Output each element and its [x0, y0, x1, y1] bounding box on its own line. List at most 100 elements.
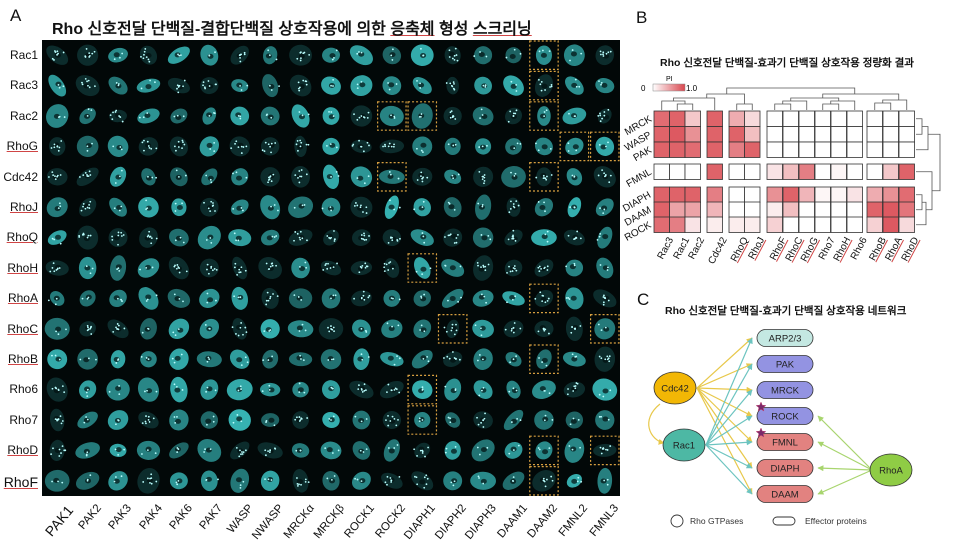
condensate-dot: [52, 262, 55, 265]
cell-nucleus: [174, 296, 181, 302]
screen-row-label: RhoC: [7, 321, 38, 336]
condensate-dot: [268, 451, 271, 454]
condensate-dot: [54, 175, 56, 178]
condensate-dot: [265, 454, 267, 457]
condensate-dot: [57, 116, 60, 119]
heatmap-cell: [744, 110, 761, 127]
cell-image: [472, 319, 494, 338]
cell-image: [200, 197, 219, 217]
condensate-dot: [176, 451, 179, 453]
heatmap-cell: [882, 186, 899, 203]
condensate-dot: [261, 149, 264, 152]
condensate-dot: [85, 391, 88, 394]
cell-image: [597, 108, 612, 124]
condensate-dot: [573, 262, 576, 265]
condensate-dot: [598, 80, 600, 82]
condensate-dot: [120, 205, 123, 208]
heatmap-cell: [782, 126, 799, 143]
condensate-dot: [603, 172, 606, 175]
condensate-dot: [391, 239, 394, 242]
condensate-dot: [57, 52, 59, 55]
cell-nucleus: [326, 447, 333, 453]
cell-nucleus: [541, 357, 548, 363]
heatmap-cell: [882, 126, 899, 143]
condensate-dot: [263, 330, 266, 332]
condensate-dot: [146, 140, 149, 143]
condensate-dot: [91, 142, 93, 145]
cell-image: [230, 45, 249, 65]
condensate-dot: [358, 116, 361, 119]
condensate-dot: [548, 50, 551, 53]
condensate-dot: [421, 232, 424, 234]
condensate-dot: [217, 478, 219, 481]
condensate-dot: [519, 143, 522, 145]
cell-image: [534, 320, 554, 337]
cell-image: [504, 259, 523, 277]
condensate-dot: [145, 415, 147, 417]
cell-image: [410, 44, 434, 66]
condensate-dot: [390, 297, 393, 300]
condensate-dot: [483, 179, 486, 182]
cell-image: [444, 441, 461, 460]
condensate-dot: [449, 116, 452, 119]
condensate-dot: [541, 361, 544, 363]
condensate-dot: [55, 297, 58, 300]
condensate-dot: [478, 354, 481, 356]
effector-label: PAK: [776, 360, 795, 371]
condensate-dot: [237, 389, 240, 392]
condensate-dot: [267, 181, 269, 184]
condensate-dot: [155, 294, 158, 297]
condensate-dot: [474, 324, 477, 327]
cell-image: [597, 467, 613, 494]
screen-column-label: DAAM1: [494, 502, 530, 541]
cell-image: [294, 135, 310, 157]
condensate-dot: [362, 116, 365, 118]
condensate-dot: [603, 479, 606, 482]
condensate-dot: [602, 448, 605, 450]
condensate-dot: [326, 235, 329, 237]
condensate-dot: [118, 175, 121, 178]
condensate-dot: [395, 424, 398, 427]
condensate-dot: [444, 385, 447, 388]
condensate-dot: [117, 267, 120, 270]
condensate-dot: [330, 419, 332, 421]
cell-image: [77, 348, 98, 370]
cell-image: [199, 318, 220, 339]
condensate-dot: [480, 234, 483, 236]
cell-image: [321, 76, 341, 95]
condensate-dot: [419, 329, 422, 331]
heatmap-cell: [814, 201, 831, 218]
condensate-dot: [512, 203, 515, 205]
condensate-dot: [541, 300, 544, 302]
condensate-dot: [599, 264, 602, 266]
condensate-dot: [447, 201, 450, 204]
condensate-dot: [330, 325, 332, 327]
cell-image: [322, 471, 340, 491]
cell-image: [108, 47, 128, 63]
condensate-dot: [237, 334, 240, 337]
condensate-dot: [54, 178, 57, 181]
cell-image: [472, 227, 494, 248]
condensate-dot: [607, 299, 610, 302]
condensate-dot: [205, 174, 208, 177]
condensate-dot: [600, 53, 602, 56]
effector-label: FMNL: [772, 438, 798, 449]
condensate-dot: [331, 58, 334, 61]
condensate-dot: [513, 48, 516, 51]
condensate-dot: [360, 327, 363, 330]
heatmap-cell: [866, 186, 883, 203]
cell-image: [196, 351, 222, 368]
gtpase-label: RhoA: [879, 466, 903, 477]
condensate-dot: [358, 271, 361, 274]
condensate-dot: [604, 326, 607, 329]
condensate-dot: [362, 150, 365, 153]
condensate-dot: [546, 299, 549, 302]
cell-image: [139, 318, 157, 340]
condensate-dot: [459, 265, 462, 268]
condensate-dot: [261, 390, 264, 393]
cell-nucleus: [602, 234, 609, 240]
condensate-dot: [392, 145, 395, 148]
condensate-dot: [87, 326, 89, 329]
interaction-arrow: [648, 403, 665, 445]
cell-image: [505, 351, 522, 367]
